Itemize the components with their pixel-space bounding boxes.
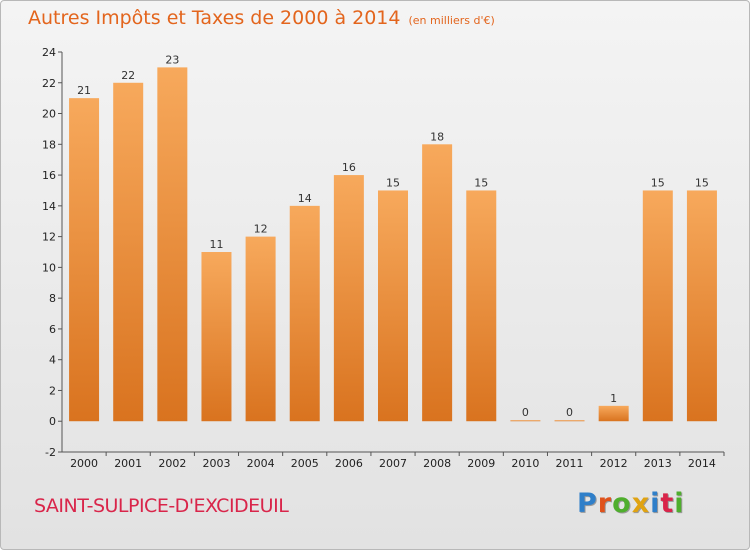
data-label: 15 [386,176,400,189]
logo-letter: P [577,488,598,519]
bar [333,175,364,422]
x-tick-label: 2005 [291,457,319,470]
x-tick-label: 2002 [158,457,186,470]
data-label: 23 [165,53,179,66]
bar [686,190,717,422]
data-label: 12 [254,223,268,236]
data-label: 14 [298,192,312,205]
bar [157,67,188,422]
x-tick-label: 2012 [600,457,628,470]
data-label: 11 [209,238,223,251]
bar [422,144,453,422]
y-tick-label: 16 [42,169,56,182]
bar [245,236,276,422]
data-label: 0 [566,406,573,419]
title-block: Autres Impôts et Taxes de 2000 à 2014 (en… [28,7,495,29]
y-tick-label: 6 [49,323,56,336]
logo-letter: i [674,488,685,519]
bar [69,98,100,422]
y-tick-label: 2 [49,384,56,397]
data-label: 18 [430,130,444,143]
data-label: 21 [77,84,91,97]
y-tick-label: 10 [42,261,56,274]
x-tick-label: 2000 [70,457,98,470]
x-tick-label: 2007 [379,457,407,470]
y-tick-label: -2 [45,446,56,459]
logo-letter: r [597,488,613,519]
x-tick-label: 2001 [114,457,142,470]
data-label: 15 [695,176,709,189]
y-tick-label: 0 [49,415,56,428]
data-label: 1 [610,392,617,405]
x-tick-label: 2008 [423,457,451,470]
x-tick-label: 2010 [511,457,539,470]
bar [554,420,585,422]
proxiti-logo: Proxiti [577,488,685,519]
data-label: 16 [342,161,356,174]
y-tick-label: 14 [42,200,56,213]
y-tick-label: 24 [42,46,56,59]
y-tick-label: 22 [42,77,56,90]
town-name: SAINT-SULPICE-D'EXCIDEUIL [34,495,289,517]
bar [289,205,320,422]
y-tick-label: 18 [42,138,56,151]
bar [642,190,673,422]
y-tick-label: 12 [42,231,56,244]
y-tick-label: 8 [49,292,56,305]
bar [201,252,232,422]
x-tick-label: 2011 [556,457,584,470]
x-tick-label: 2006 [335,457,363,470]
data-label: 22 [121,69,135,82]
y-tick-label: 20 [42,108,56,121]
data-label: 15 [474,176,488,189]
bar [598,405,629,422]
bar [113,82,144,422]
logo-letter: t [660,488,675,519]
x-tick-label: 2004 [247,457,275,470]
logo-letter: o [612,488,632,519]
logo-letter: i [650,488,661,519]
chart-title-unit: (en milliers d'€) [408,14,495,27]
x-tick-label: 2014 [688,457,716,470]
bar [466,190,497,422]
x-tick-label: 2013 [644,457,672,470]
data-label: 0 [522,406,529,419]
data-label: 15 [651,176,665,189]
logo-letter: x [631,488,651,519]
x-tick-label: 2003 [202,457,230,470]
y-tick-label: 4 [49,354,56,367]
x-tick-label: 2009 [467,457,495,470]
bar [510,420,541,422]
bar [378,190,408,422]
chart-title: Autres Impôts et Taxes de 2000 à 2014 [28,7,401,29]
